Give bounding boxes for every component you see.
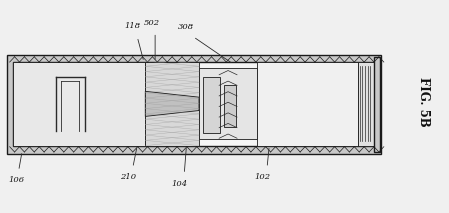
Text: 118: 118 <box>125 22 141 30</box>
Bar <box>8 55 381 154</box>
Bar <box>13 62 374 146</box>
Bar <box>358 62 374 146</box>
Bar <box>374 57 380 152</box>
Text: FIG. 5B: FIG. 5B <box>417 78 430 127</box>
Text: 104: 104 <box>172 180 188 187</box>
Polygon shape <box>145 91 199 116</box>
Bar <box>224 85 236 127</box>
Text: 308: 308 <box>178 23 194 31</box>
Text: 502: 502 <box>144 19 160 27</box>
Bar <box>257 62 358 146</box>
Bar <box>203 77 220 133</box>
Bar <box>13 62 145 146</box>
Text: 102: 102 <box>255 173 271 181</box>
Bar <box>145 62 199 146</box>
Text: 210: 210 <box>120 173 136 181</box>
Text: 106: 106 <box>8 176 24 184</box>
Bar <box>199 68 257 139</box>
